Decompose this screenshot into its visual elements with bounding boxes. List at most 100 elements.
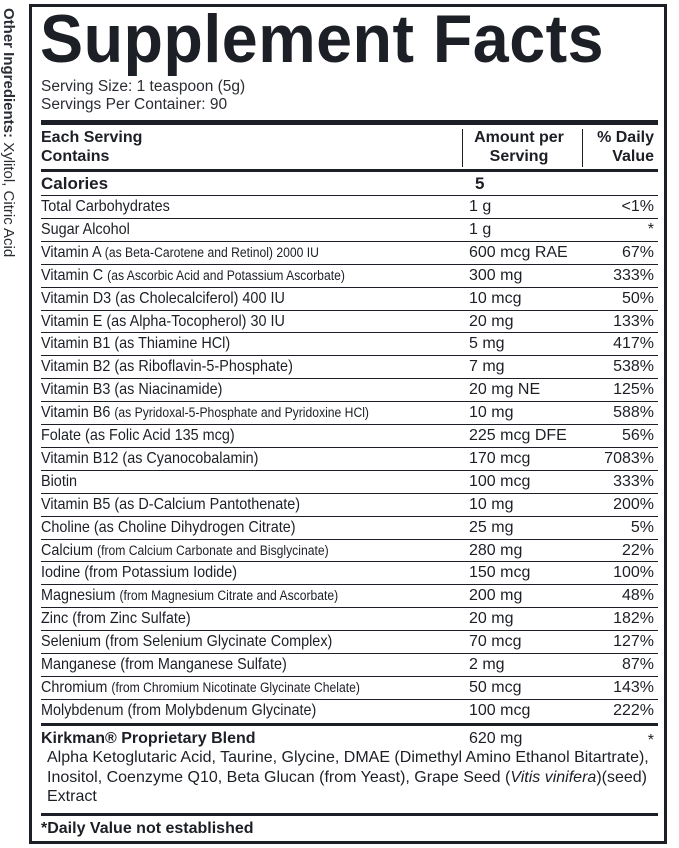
nutrient-name: Total Carbohydrates <box>41 198 170 215</box>
nutrient-amount: 100 mcg <box>469 701 531 719</box>
nutrient-dv: 56% <box>621 427 654 444</box>
nutrient-dv: 22% <box>621 541 654 559</box>
divider-thick <box>41 120 658 125</box>
nutrient-dv: 333% <box>613 472 654 490</box>
nutrient-amount: 1 g <box>469 220 492 238</box>
nutrient-name: Calcium (from Calcium Carbonate and Bisg… <box>41 541 329 559</box>
divider-thick <box>41 813 658 816</box>
nutrient-dv: 67% <box>621 243 654 261</box>
nutrient-row: Vitamin E (as Alpha-Tocopherol) 30 IU 20 … <box>41 309 658 334</box>
nutrient-row: Vitamin D3 (as Cholecalciferol) 400 IU 10… <box>41 286 658 311</box>
column-divider <box>582 129 583 167</box>
nutrient-name: Vitamin E (as Alpha-Tocopherol) 30 IU <box>41 312 285 330</box>
nutrient-amount: 300 mg <box>469 266 523 284</box>
nutrient-dv: 333% <box>613 266 654 284</box>
nutrient-name: Biotin <box>41 472 78 490</box>
nutrient-dv: 200% <box>613 495 654 513</box>
nutrient-row: Vitamin B12 (as Cyanocobalamin) 170 mcg 70… <box>41 446 658 471</box>
nutrient-name: Chromium (from Chromium Nicotinate Glyci… <box>41 678 360 696</box>
nutrient-amount: 20 mg <box>469 610 514 628</box>
nutrient-amount: 50 mcg <box>469 678 522 696</box>
nutrient-row: Selenium (from Selenium Glycinate Comple… <box>41 630 658 654</box>
nutrient-dv: * <box>647 220 654 238</box>
servings-per-container: Servings Per Container: 90 <box>41 96 228 113</box>
nutrient-row: Vitamin B2 (as Riboflavin-5-Phosphate) 7 … <box>41 355 658 379</box>
blend-ingredients: Alpha Ketoglutaric Acid, Taurine, Glycin… <box>47 749 649 805</box>
nutrient-row: Total Carbohydrates 1 g <1% <box>41 195 658 219</box>
footnote: *Daily Value not established <box>41 820 254 837</box>
header-daily-value: % Daily Value <box>597 129 654 165</box>
nutrient-row: Chromium (from Chromium Nicotinate Glyci… <box>41 675 658 700</box>
supplement-facts-panel: Supplement Facts Serving Size: 1 teaspoo… <box>29 4 667 844</box>
nutrient-name: Zinc (from Zinc Sulfate) <box>41 610 191 628</box>
nutrient-name: Folate (as Folic Acid 135 mcg) <box>41 427 235 444</box>
nutrient-dv: 7083% <box>604 449 654 467</box>
serving-size: Serving Size: 1 teaspoon (5g) <box>41 78 246 95</box>
proprietary-blend: Kirkman® Proprietary Blend 620 mg * Alph… <box>41 729 658 807</box>
nutrient-name: Vitamin B1 (as Thiamine HCl) <box>41 335 231 353</box>
nutrient-name: Vitamin B6 (as Pyridoxal-5-Phosphate and… <box>41 404 369 422</box>
calories-row: Calories 5 <box>41 174 485 193</box>
nutrient-amount: 600 mcg RAE <box>469 243 568 261</box>
nutrient-row: Vitamin B1 (as Thiamine HCl) 5 mg 417% <box>41 332 658 356</box>
panel-title: Supplement Facts <box>40 1 604 77</box>
nutrient-amount: 10 mg <box>469 495 514 513</box>
nutrient-row: Magnesium (from Magnesium Citrate and As… <box>41 584 658 608</box>
nutrient-row: Folate (as Folic Acid 135 mcg) 225 mcg DF… <box>41 424 658 448</box>
nutrient-name: Magnesium (from Magnesium Citrate and As… <box>41 587 339 605</box>
nutrient-row: Molybdenum (from Molybdenum Glycinate) 10… <box>41 698 658 723</box>
nutrient-row: Vitamin B5 (as D-Calcium Pantothenate) 10… <box>41 492 658 517</box>
nutrient-row: Biotin 100 mcg 333% <box>41 469 658 494</box>
nutrient-name: Manganese (from Manganese Sulfate) <box>41 656 287 673</box>
nutrient-amount: 280 mg <box>469 541 523 559</box>
nutrient-dv: 222% <box>613 701 654 719</box>
nutrient-dv: 127% <box>613 633 654 651</box>
nutrient-dv: 133% <box>613 312 654 330</box>
other-ingredients-label: Other Ingredients: <box>0 8 17 139</box>
nutrient-dv: 538% <box>613 358 654 376</box>
nutrient-row: Sugar Alcohol 1 g * <box>41 217 658 242</box>
serving-info: Serving Size: 1 teaspoon (5g) Servings P… <box>41 78 245 114</box>
nutrient-amount: 10 mg <box>469 404 514 422</box>
nutrient-dv: 48% <box>621 587 654 605</box>
nutrient-dv: 50% <box>621 289 654 307</box>
column-divider <box>462 129 463 167</box>
nutrient-name: Vitamin B3 (as Niacinamide) <box>41 381 223 399</box>
nutrient-row: Choline (as Choline Dihydrogen Citrate) 2… <box>41 515 658 540</box>
nutrient-row: Calcium (from Calcium Carbonate and Bisg… <box>41 538 658 563</box>
nutrient-name: Iodine (from Potassium Iodide) <box>41 564 238 582</box>
nutrient-amount: 5 mg <box>469 335 505 353</box>
nutrient-amount: 20 mg <box>469 312 514 330</box>
nutrient-row: Vitamin B3 (as Niacinamide) 20 mg NE 125% <box>41 378 658 402</box>
nutrient-name: Sugar Alcohol <box>41 220 130 238</box>
nutrient-name: Selenium (from Selenium Glycinate Comple… <box>41 633 333 651</box>
nutrient-amount: 1 g <box>469 198 492 215</box>
nutrient-amount: 225 mcg DFE <box>469 427 567 444</box>
nutrient-amount: 70 mcg <box>469 633 522 651</box>
nutrient-row: Vitamin A (as Beta-Carotene and Retinol)… <box>41 240 658 265</box>
nutrient-row: Vitamin B6 (as Pyridoxal-5-Phosphate and… <box>41 401 658 425</box>
divider-thick <box>41 169 658 172</box>
nutrient-dv: 417% <box>613 335 654 353</box>
nutrient-amount: 10 mcg <box>469 289 522 307</box>
nutrient-dv: 588% <box>613 404 654 422</box>
nutrient-dv: 125% <box>613 381 654 399</box>
nutrient-name: Vitamin B2 (as Riboflavin-5-Phosphate) <box>41 358 293 376</box>
other-ingredients: Other Ingredients: Xylitol, Citric Acid <box>0 8 20 308</box>
nutrient-amount: 200 mg <box>469 587 523 605</box>
nutrient-dv: <1% <box>621 198 654 215</box>
nutrient-row: Iodine (from Potassium Iodide) 150 mcg 100… <box>41 561 658 585</box>
nutrient-dv: 100% <box>613 564 654 582</box>
blend-title: Kirkman® Proprietary Blend <box>41 730 256 747</box>
nutrient-name: Vitamin C (as Ascorbic Acid and Potassiu… <box>41 266 345 284</box>
nutrient-amount: 20 mg NE <box>469 381 541 399</box>
blend-dv: * <box>647 732 654 749</box>
nutrient-amount: 150 mcg <box>469 564 531 582</box>
header-each-serving: Each Serving Contains <box>41 129 143 165</box>
nutrient-name: Vitamin B5 (as D-Calcium Pantothenate) <box>41 495 301 513</box>
nutrient-dv: 87% <box>621 656 654 673</box>
nutrient-dv: 182% <box>613 610 654 628</box>
nutrient-name: Molybdenum (from Molybdenum Glycinate) <box>41 701 317 719</box>
nutrient-name: Choline (as Choline Dihydrogen Citrate) <box>41 518 296 536</box>
nutrient-row: Zinc (from Zinc Sulfate) 20 mg 182% <box>41 607 658 631</box>
